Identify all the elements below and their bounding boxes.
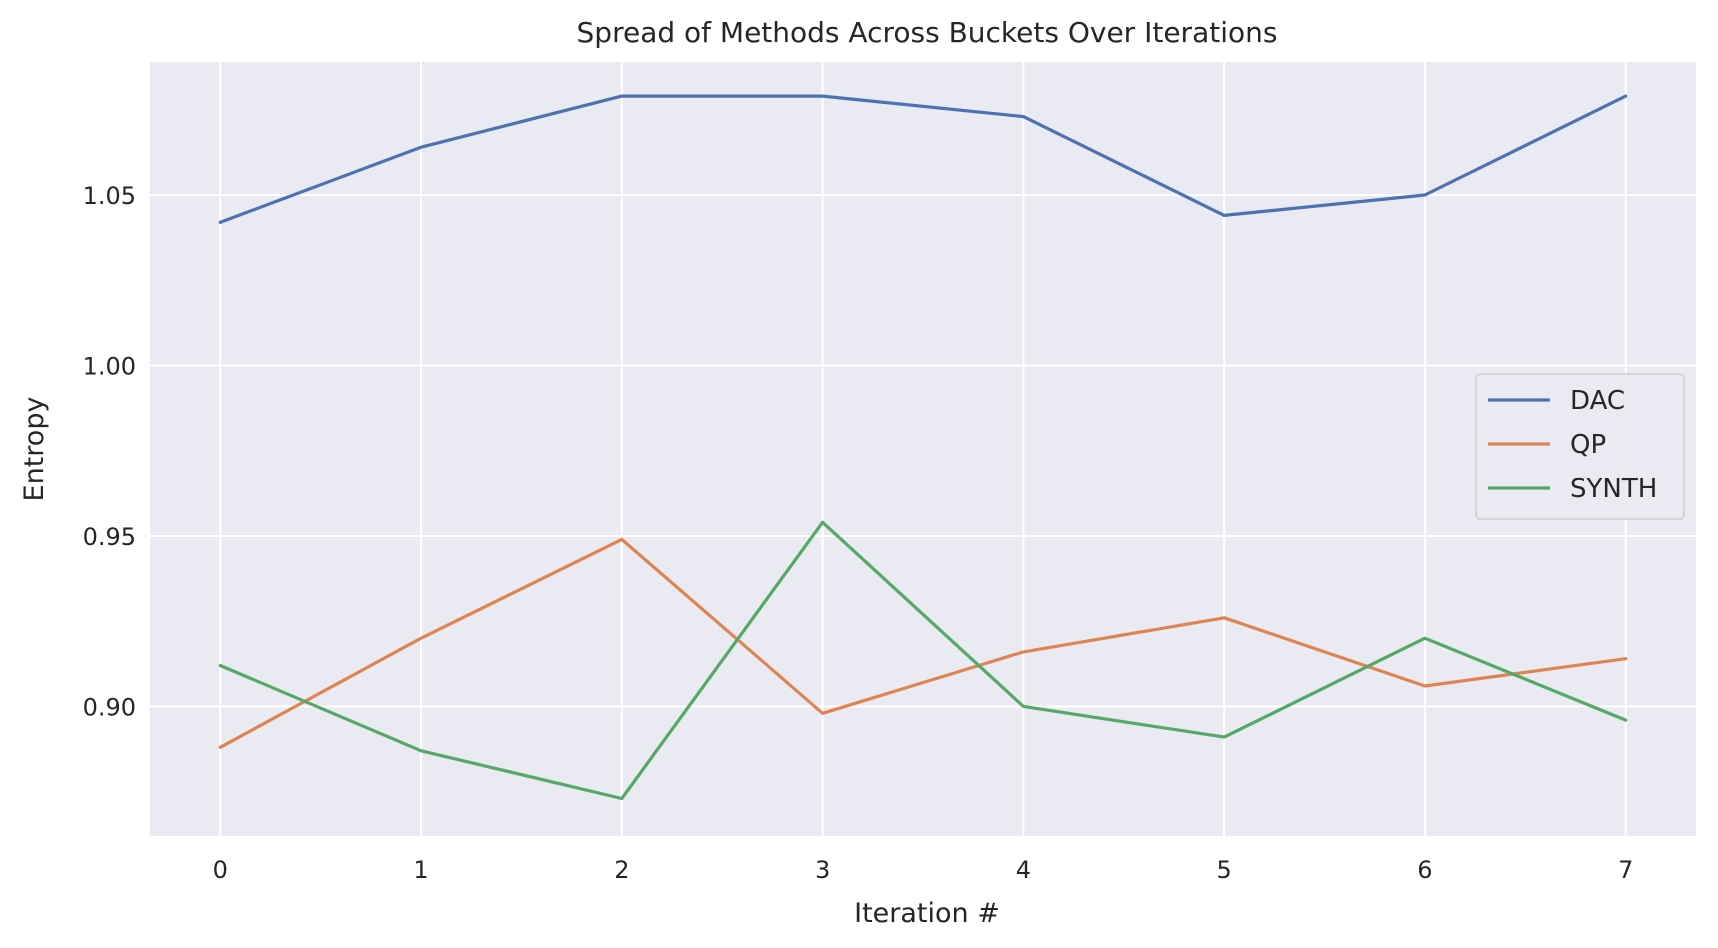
x-tick-label: 4 (1016, 856, 1031, 884)
plot-area (150, 62, 1696, 836)
x-tick-label: 0 (213, 856, 228, 884)
legend-box (1475, 373, 1685, 520)
x-tick-label: 7 (1618, 856, 1633, 884)
chart-title: Spread of Methods Across Buckets Over It… (577, 16, 1278, 49)
y-axis-title: Entropy (19, 397, 50, 502)
x-tick-labels: 0 1 2 3 4 5 6 7 (213, 856, 1634, 884)
x-tick-label: 3 (815, 856, 830, 884)
y-tick-label: 0.95 (83, 523, 136, 551)
series-line-qp (218, 537, 1628, 749)
y-tick-label: 1.05 (83, 182, 136, 210)
x-tick-label: 5 (1217, 856, 1232, 884)
legend-label-qp: QP (1570, 430, 1606, 460)
y-tick-label: 0.90 (83, 693, 136, 721)
legend-label-synth: SYNTH (1570, 474, 1657, 504)
x-tick-label: 2 (614, 856, 629, 884)
legend: DAC QP SYNTH (1475, 373, 1685, 520)
y-tick-label: 1.00 (83, 352, 136, 380)
x-tick-label: 1 (413, 856, 428, 884)
series-line-dac (218, 94, 1628, 224)
x-tick-label: 6 (1417, 856, 1432, 884)
series-line-synth (218, 520, 1628, 801)
y-tick-labels: 0.90 0.95 1.00 1.05 (83, 182, 136, 721)
x-axis-title: Iteration # (854, 898, 1000, 929)
series-lines (218, 94, 1628, 801)
grid-lines (150, 62, 1696, 836)
legend-label-dac: DAC (1570, 386, 1625, 416)
